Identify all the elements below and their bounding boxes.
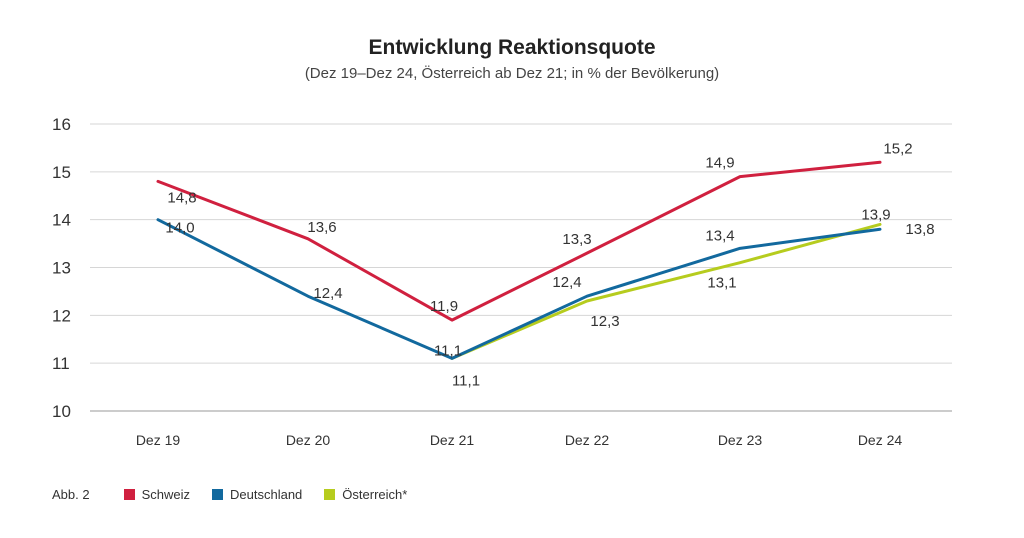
- data-label-schweiz: 14,8: [167, 189, 196, 206]
- legend-label-oesterreich: Österreich*: [342, 486, 408, 502]
- legend-swatch-schweiz: [123, 488, 135, 500]
- chart-title: Entwicklung Reaktionsquote: [368, 36, 656, 59]
- data-label-deutschland: 12,4: [313, 285, 342, 302]
- x-tick-label: Dez 20: [286, 432, 331, 448]
- data-label-oesterreich: 13,9: [861, 206, 890, 223]
- data-label-oesterreich: 11,1: [452, 372, 480, 389]
- data-label-oesterreich: 13,1: [707, 275, 736, 292]
- data-label-deutschland: 12,4: [552, 274, 581, 291]
- chart-subtitle: (Dez 19–Dez 24, Österreich ab Dez 21; in…: [304, 65, 720, 82]
- figure-label: Abb. 2: [52, 486, 90, 502]
- x-tick-label: Dez 24: [858, 432, 903, 448]
- legend-label-deutschland: Deutschland: [230, 486, 303, 502]
- data-label-schweiz: 14,9: [705, 155, 734, 172]
- legend-swatch-oesterreich: [324, 488, 336, 500]
- legend-swatch-deutschland: [212, 488, 224, 500]
- y-tick-label: 12: [52, 306, 71, 325]
- y-tick-label: 15: [52, 163, 71, 182]
- data-label-deutschland: 13,4: [705, 227, 734, 244]
- data-label-schweiz: 15,2: [883, 140, 912, 157]
- data-label-deutschland: 11,1: [434, 342, 462, 359]
- x-tick-label: Dez 22: [565, 432, 610, 448]
- legend-item-schweiz: Schweiz: [123, 486, 191, 502]
- legend-label-schweiz: Schweiz: [141, 486, 191, 502]
- legend-item-deutschland: Deutschland: [212, 487, 302, 502]
- y-tick-label: 14: [52, 211, 71, 230]
- y-tick-label: 10: [52, 402, 71, 421]
- y-tick-label: 16: [52, 115, 71, 134]
- data-label-deutschland: 13,8: [905, 221, 934, 238]
- data-label-schweiz: 13,3: [562, 231, 591, 248]
- series-line-schweiz: [156, 160, 882, 322]
- x-tick-label: Dez 19: [136, 432, 181, 448]
- y-tick-label: 11: [52, 354, 70, 373]
- data-label-oesterreich: 12,3: [590, 313, 619, 330]
- legend-item-oesterreich: Österreich*: [324, 487, 407, 502]
- x-tick-label: Dez 23: [718, 432, 763, 448]
- series-line-deutschland: [156, 218, 882, 360]
- data-label-schweiz: 13,6: [307, 219, 336, 236]
- data-label-deutschland: 14,0: [165, 220, 194, 237]
- series-line-oesterreich: [450, 222, 882, 360]
- y-tick-label: 13: [52, 259, 71, 278]
- data-label-schweiz: 11,9: [430, 298, 458, 315]
- legend: Abb. 2 Schweiz Deutschland Österreich*: [52, 486, 429, 502]
- x-tick-label: Dez 21: [430, 432, 475, 448]
